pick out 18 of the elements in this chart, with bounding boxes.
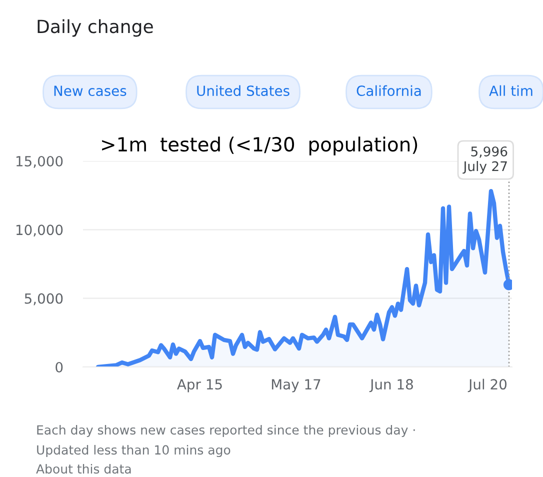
y-tick-label: 5,000 xyxy=(24,293,63,306)
chart-title: Daily change xyxy=(38,19,153,37)
x-tick-label: May 17 xyxy=(272,379,320,392)
x-tick-label: Jun 18 xyxy=(369,379,413,392)
y-tick-label: 15,000 xyxy=(16,156,63,168)
text: Updated less than 10 mins ago xyxy=(37,444,230,458)
annotation: 5,996 July 27 xyxy=(462,146,508,174)
y-tick-label: 0 xyxy=(56,362,63,372)
text: Each day shows new cases reported since the previous day · xyxy=(37,424,415,438)
text: >1m tested (<1/30 population) xyxy=(102,136,418,156)
text: United States xyxy=(197,85,290,96)
text: California xyxy=(356,85,421,96)
text: All tim xyxy=(489,85,532,96)
text: About this data xyxy=(36,464,131,474)
x-tick-label: Jul 20 xyxy=(468,378,506,392)
y-tick-label: 10,000 xyxy=(16,224,63,237)
text: New cases xyxy=(54,86,126,96)
x-tick-label: Apr 15 xyxy=(177,379,222,392)
